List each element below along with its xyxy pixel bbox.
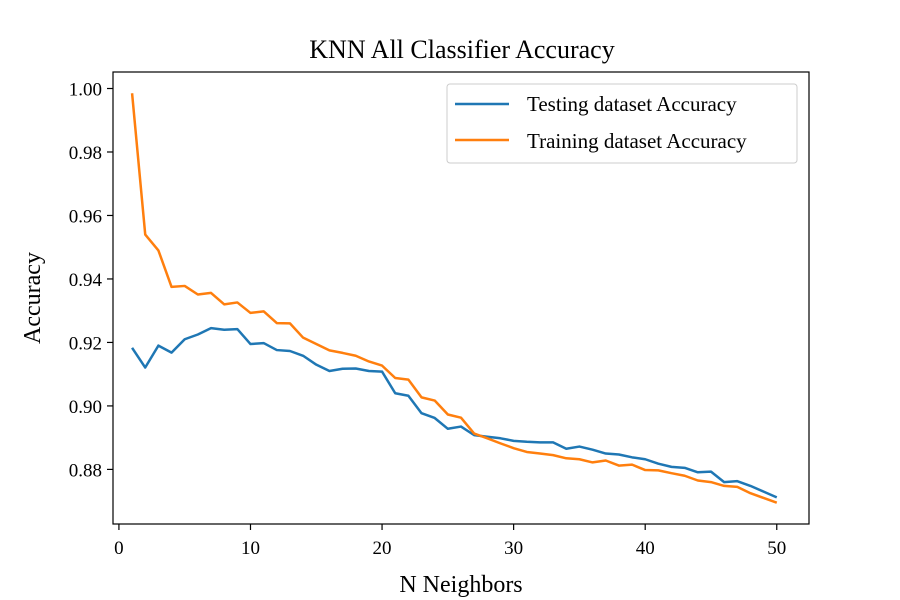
y-axis-ticks: 0.88 0.90 0.92 0.94 0.96 0.98 1.00 [69, 80, 113, 481]
y-tick-label: 0.96 [69, 206, 102, 227]
y-tick-label: 1.00 [69, 80, 102, 101]
y-axis-label: Accuracy [20, 252, 46, 344]
y-tick-label: 0.90 [69, 397, 102, 418]
legend-label-testing: Testing dataset Accuracy [527, 92, 737, 116]
x-axis-ticks: 0 10 20 30 40 50 [114, 524, 786, 559]
y-tick-label: 0.88 [69, 460, 102, 481]
chart-title: KNN All Classifier Accuracy [309, 35, 614, 64]
x-tick-label: 20 [373, 538, 392, 559]
x-tick-label: 40 [636, 538, 655, 559]
series-line-testing [131, 326, 778, 499]
plot-frame [112, 71, 810, 525]
legend-label-training: Training dataset Accuracy [527, 129, 747, 153]
x-tick-label: 0 [114, 538, 124, 559]
y-tick-label: 0.94 [69, 270, 103, 291]
series-line-training [130, 93, 778, 504]
series-lines [130, 93, 778, 504]
x-tick-label: 10 [241, 538, 260, 559]
legend: Testing dataset Accuracy Training datase… [446, 83, 798, 164]
y-tick-label: 0.92 [69, 333, 102, 354]
x-tick-label: 50 [767, 538, 786, 559]
y-tick-label: 0.98 [69, 143, 102, 164]
legend-box [446, 83, 798, 164]
x-axis-label: N Neighbors [399, 572, 522, 598]
x-tick-label: 30 [504, 538, 523, 559]
